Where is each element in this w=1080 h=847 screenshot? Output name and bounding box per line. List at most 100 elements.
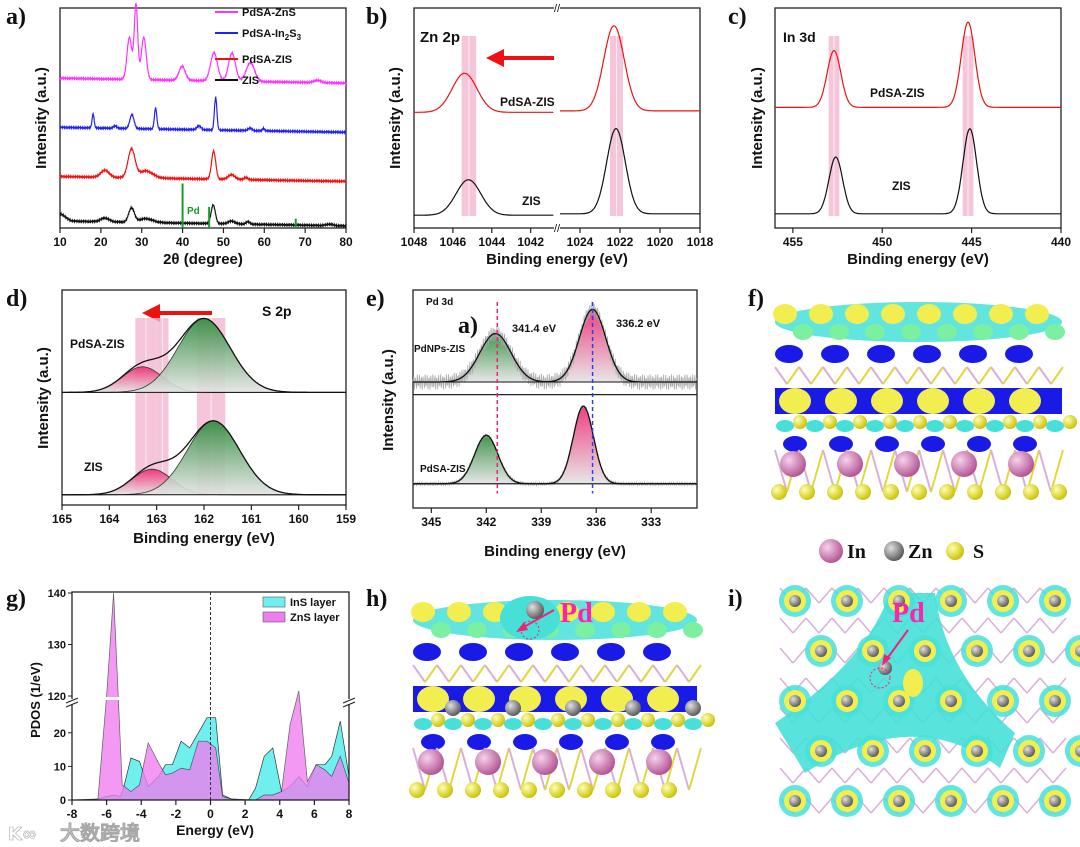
a-xtick-label: 20 xyxy=(94,235,108,249)
in-atom xyxy=(951,451,977,477)
bond xyxy=(1039,767,1054,784)
bond xyxy=(628,664,642,683)
g-xtick-label: 0 xyxy=(207,807,214,821)
iso-surface-cyan xyxy=(624,718,642,730)
bond xyxy=(966,366,980,385)
bond xyxy=(805,617,820,634)
iso-surface-yellow xyxy=(663,602,687,622)
iso-surface-blue xyxy=(1013,436,1037,452)
g-xtick-label: -2 xyxy=(171,807,182,821)
g-xtick-label: -4 xyxy=(136,807,147,821)
i-pd-label: Pd xyxy=(892,598,925,629)
chart-g-pdos: -8 -6 -4 -2 0 2 4 6 8 0 10 20 120 130 140 xyxy=(48,588,356,821)
iso-surface-yellow xyxy=(411,602,435,622)
g-legend: InS layer ZnS layer xyxy=(262,596,340,624)
iso-surface-yellow xyxy=(903,669,923,697)
g-axis-break-mark xyxy=(342,697,356,708)
iso-surface-yellow xyxy=(647,686,679,712)
iso-surface-blue xyxy=(513,734,537,750)
bond xyxy=(786,366,800,385)
bond xyxy=(918,366,932,385)
bond xyxy=(870,449,884,493)
s-atom xyxy=(671,713,685,727)
bond xyxy=(1026,366,1040,385)
b-series-ZIS xyxy=(560,127,700,215)
bond xyxy=(818,587,833,604)
bond xyxy=(846,366,860,385)
a-ylabel: Intensity (a.u.) xyxy=(33,67,50,169)
iso-surface-green xyxy=(611,622,631,638)
b-axis-break-mark: // xyxy=(554,223,561,235)
g-axis-break-gap xyxy=(67,699,77,704)
panel-label-h: h) xyxy=(366,586,387,612)
b-shift-arrow xyxy=(486,49,555,67)
legend-s: S xyxy=(973,541,984,563)
bond xyxy=(882,366,896,385)
bond xyxy=(774,366,788,385)
iso-surface-green xyxy=(829,324,849,340)
bond xyxy=(935,737,950,754)
a-legend-item: PdSA-In2S3 xyxy=(242,28,302,42)
s-atom xyxy=(431,713,445,727)
s-atom xyxy=(701,713,715,727)
zn-atom xyxy=(945,695,957,707)
s-atom xyxy=(911,484,927,500)
d-xtick-label: 163 xyxy=(147,512,167,526)
s-atom xyxy=(581,713,595,727)
bond xyxy=(974,587,989,604)
iso-surface-yellow xyxy=(779,388,811,414)
iso-surface-green xyxy=(1009,324,1029,340)
bond xyxy=(948,767,963,784)
bond xyxy=(831,767,846,784)
bond xyxy=(961,767,976,784)
bond xyxy=(1000,647,1015,664)
iso-surface-cyan xyxy=(836,420,854,432)
h-pd-label: Pd xyxy=(560,598,593,629)
e-label-pdsa: PdSA-ZIS xyxy=(420,464,466,475)
iso-surface-cyan xyxy=(474,718,492,730)
a-xtick-label: 70 xyxy=(298,235,312,249)
chart-e-pd3d: 345 342 339 336 333 xyxy=(412,289,698,529)
a-plot-frame xyxy=(59,7,347,229)
s-atom xyxy=(793,415,807,429)
s-atom xyxy=(827,484,843,500)
bond xyxy=(805,677,820,694)
e-xtick-label: 336 xyxy=(586,515,606,529)
s-atom xyxy=(973,415,987,429)
a-legend-item: PdSA-ZnS xyxy=(242,7,296,19)
a-pd-label: Pd xyxy=(187,206,200,217)
panel-label-b: b) xyxy=(366,4,387,30)
bond xyxy=(822,366,836,385)
iso-surface-cyan xyxy=(414,718,432,730)
s-atom xyxy=(461,713,475,727)
bond xyxy=(954,366,968,385)
b-axis-break-mark: // xyxy=(554,3,561,15)
b-title: Zn 2p xyxy=(420,29,460,46)
bond xyxy=(844,647,859,664)
g-xlabel: Energy (eV) xyxy=(176,822,254,838)
iso-surface-yellow xyxy=(447,602,471,622)
s-atom xyxy=(437,782,453,798)
a-xtick-label: 80 xyxy=(339,235,353,249)
h-pd-arrow xyxy=(516,609,555,632)
iso-surface-blue xyxy=(921,436,945,452)
zn-atom xyxy=(505,700,521,716)
g-ylabel: PDOS (1/eV) xyxy=(28,662,43,738)
d-xtick-label: 162 xyxy=(194,512,214,526)
c-xtick-label: 445 xyxy=(962,235,982,249)
b-xlabel: Binding energy (eV) xyxy=(486,251,628,268)
d-xtick-label: 164 xyxy=(99,512,119,526)
s-atom xyxy=(551,713,565,727)
bond xyxy=(870,587,885,604)
iso-surface-cyan xyxy=(806,420,824,432)
structure-f-charge-density-side xyxy=(771,292,1077,505)
bond xyxy=(896,737,911,754)
iso-surface-blue xyxy=(551,643,579,661)
in-atom xyxy=(532,749,558,775)
bond xyxy=(1038,449,1052,493)
b-xtick-label: 1018 xyxy=(687,235,714,249)
iso-surface-yellow xyxy=(917,304,941,324)
chart-a-xrd: 10 20 30 40 50 60 70 80 xyxy=(53,2,353,249)
d-component-fill xyxy=(62,469,346,495)
